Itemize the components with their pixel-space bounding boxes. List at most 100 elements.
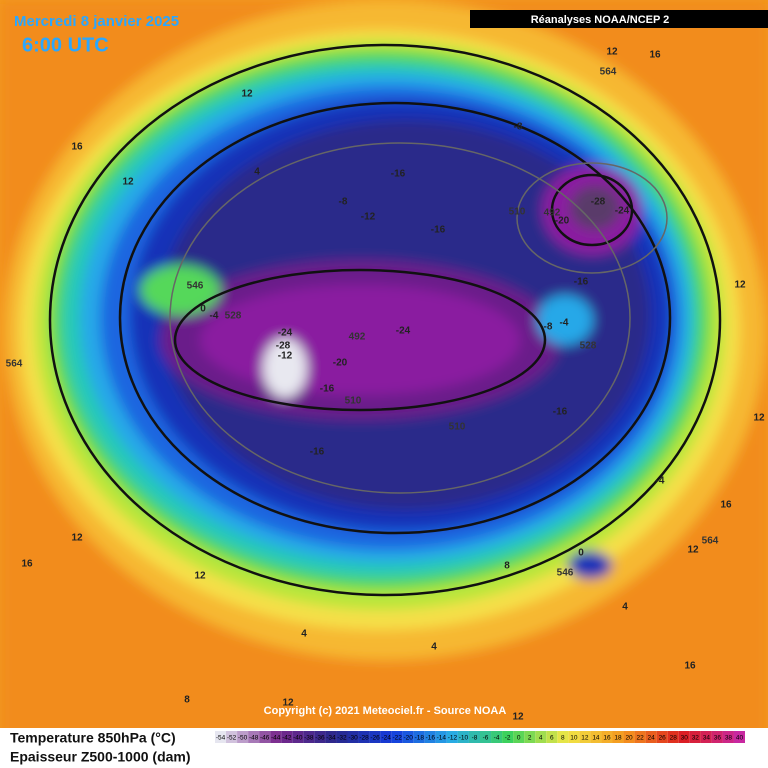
scale-label: 34 [703,735,711,742]
thickness-label: 528 [580,341,597,352]
temperature-label: -16 [310,447,325,458]
legend-line2: Epaisseur Z500-1000 (dam) [10,749,191,765]
temperature-label: 8 [504,561,510,572]
temperature-label: 12 [122,177,134,188]
scale-label: 22 [636,735,644,742]
temperature-label: -4 [656,476,665,487]
scale-label: 14 [592,735,600,742]
scale-label: 20 [625,735,633,742]
scale-swatch [270,731,282,743]
scale-swatch [259,731,271,743]
temperature-label: 16 [21,559,33,570]
temperature-label: -8 [544,322,553,333]
temperature-label: 0 [578,548,584,559]
scale-swatch [590,731,602,743]
scale-swatch [579,731,591,743]
temperature-label: 16 [71,142,83,153]
temperature-label: 12 [734,280,746,291]
scale-swatch [215,731,227,743]
thickness-label: 564 [600,67,617,78]
scale-label: 10 [570,735,578,742]
temperature-label: 16 [649,50,661,61]
scale-swatch [546,731,558,743]
scale-label: -2 [505,735,511,742]
temperature-label: 0 [200,304,206,315]
temperature-label: 12 [512,712,524,723]
scale-label: -42 [282,735,292,742]
secondary-contours [169,142,668,494]
temperature-label: 12 [753,413,765,424]
scale-label: 4 [539,735,543,742]
scale-label: -50 [238,735,248,742]
scale-swatch [667,731,679,743]
scale-swatch [656,731,668,743]
scale-swatch [446,731,458,743]
scale-swatch [336,731,348,743]
temperature-label: -12 [361,212,376,223]
scale-label: -20 [404,735,414,742]
scale-label: -44 [271,735,281,742]
scale-swatch [480,731,492,743]
thickness-label: 492 [544,208,561,219]
scale-swatch [601,731,613,743]
thickness-label: 510 [509,207,526,218]
thickness-label: 528 [225,311,242,322]
scale-swatch [678,731,690,743]
scale-swatch [413,731,425,743]
scale-label: -34 [326,735,336,742]
scale-label: 36 [714,735,722,742]
scale-label: -32 [337,735,347,742]
title: Mercredi 8 janvier 2025 [14,13,179,30]
scale-swatch [347,731,359,743]
temperature-label: -12 [278,351,293,362]
temperature-label: -16 [391,169,406,180]
scale-swatch [303,731,315,743]
scale-swatch [502,731,514,743]
temperature-label: 4 [301,629,307,640]
temperature-label: -8 [339,197,348,208]
temperature-label: -28 [276,341,291,352]
scale-swatch [634,731,646,743]
scale-label: -36 [315,735,325,742]
scale-swatch [733,731,745,743]
scale-label: -22 [392,735,402,742]
temperature-label: 16 [720,500,732,511]
scale-swatch [491,731,503,743]
temperature-label: 4 [431,642,437,653]
scale-label: 38 [725,735,733,742]
color-scale: -54 -52 -50 -48 -46 -44 -42 -40 -38 -36 -34 -32 -30-… [215,731,745,743]
temperature-label: -20 [555,216,570,227]
temperature-label: -8 [514,122,523,133]
temperature-label: -24 [278,328,293,339]
thickness-label: 564 [6,359,23,370]
scale-swatch [513,731,525,743]
scale-label: -30 [348,735,358,742]
thickness-label: 510 [449,422,466,433]
legend-line1: Temperature 850hPa (°C) [10,730,176,746]
scale-swatch [711,731,723,743]
scale-label: -54 [216,735,226,742]
scale-swatch [314,731,326,743]
scale-label: 6 [550,735,554,742]
scale-swatch [237,731,249,743]
temperature-label: -4 [210,311,219,322]
temperature-label: 12 [606,47,618,58]
map-labels: 12 16 12 16 4 12 -8 -16 -8 -12 -16 -28 -24 -20 -16 12 -8… [6,47,765,723]
scale-label: 28 [670,735,678,742]
thickness-label: 510 [345,396,362,407]
temperature-label: -16 [553,407,568,418]
scale-label: 2 [528,735,532,742]
scale-label: -10 [459,735,469,742]
scale-swatch [435,731,447,743]
scale-label: -46 [260,735,270,742]
scale-label: -38 [304,735,314,742]
scale-swatch [722,731,734,743]
scale-swatch [468,731,480,743]
temperature-label: -16 [574,277,589,288]
scale-swatch [248,731,260,743]
scale-swatch [402,731,414,743]
scale-label: 16 [603,735,611,742]
